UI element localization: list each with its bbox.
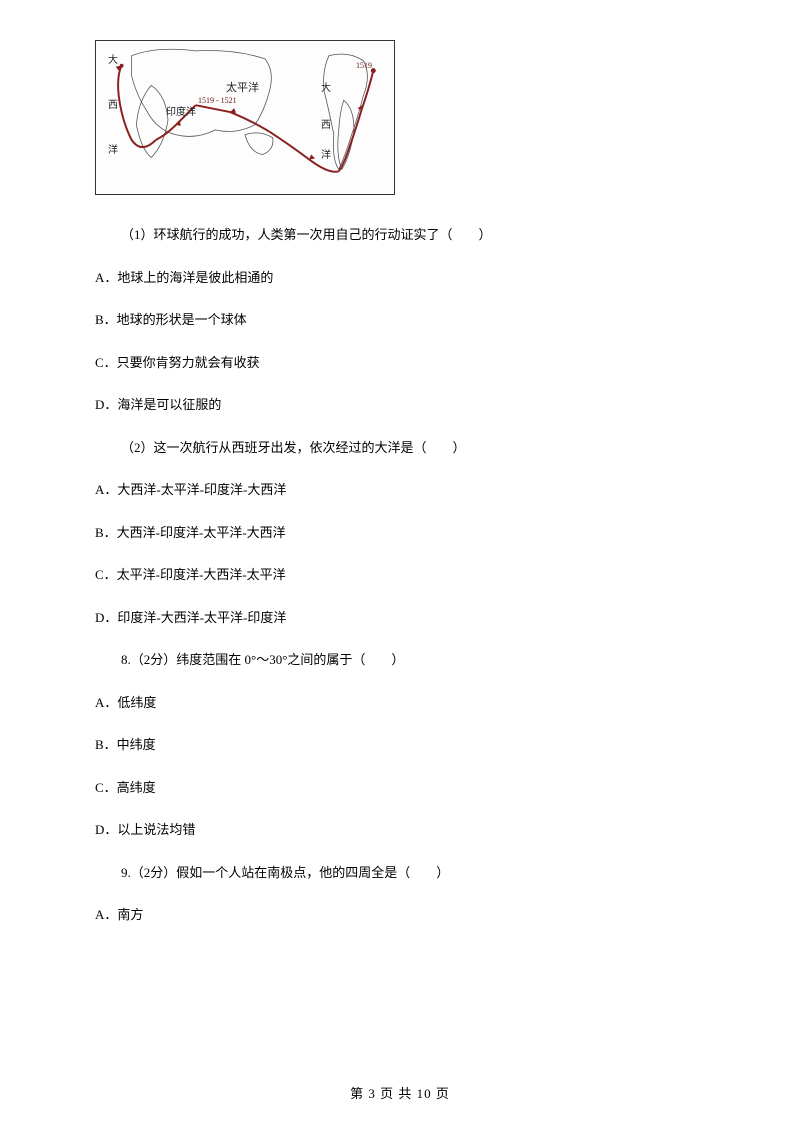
q1-opt-d: D．海洋是可以征服的: [95, 395, 705, 415]
page-footer: 第 3 页 共 10 页: [0, 1083, 800, 1102]
atlantic-right-1: 大: [321, 79, 331, 94]
atlantic-left-3: 洋: [108, 141, 118, 156]
q2-opt-c: C．太平洋-印度洋-大西洋-太平洋: [95, 565, 705, 585]
world-map-svg: [96, 41, 394, 194]
atlantic-right-2: 西: [321, 116, 331, 131]
atlantic-right-3: 洋: [321, 146, 331, 161]
q2-opt-b: B．大西洋-印度洋-太平洋-大西洋: [95, 523, 705, 543]
q9-stem: 9.（2分）假如一个人站在南极点，他的四周全是（ ）: [95, 863, 705, 883]
voyage-map: 大 西 洋 太平洋 印度洋 大 西 洋 1519 - 1521 1519: [95, 40, 395, 195]
q1-stem: （1）环球航行的成功，人类第一次用自己的行动证实了（ ）: [95, 225, 705, 245]
q8-stem: 8.（2分）纬度范围在 0°～30°之间的属于（ ）: [95, 650, 705, 670]
q8-opt-a: A．低纬度: [95, 693, 705, 713]
q9-opt-a: A．南方: [95, 905, 705, 925]
q2-opt-a: A．大西洋-太平洋-印度洋-大西洋: [95, 480, 705, 500]
q8-opt-d: D．以上说法均错: [95, 820, 705, 840]
questions-content: （1）环球航行的成功，人类第一次用自己的行动证实了（ ） A．地球上的海洋是彼此…: [95, 225, 705, 925]
route-years: 1519 - 1521: [198, 96, 237, 105]
q2-opt-d: D．印度洋-大西洋-太平洋-印度洋: [95, 608, 705, 628]
q8-opt-b: B．中纬度: [95, 735, 705, 755]
atlantic-left-2: 西: [108, 96, 118, 111]
indian-label: 印度洋: [166, 103, 196, 118]
atlantic-left-1: 大: [108, 51, 118, 66]
start-year: 1519: [356, 61, 372, 70]
q8-opt-c: C．高纬度: [95, 778, 705, 798]
q1-opt-c: C．只要你肯努力就会有收获: [95, 353, 705, 373]
q1-opt-b: B．地球的形状是一个球体: [95, 310, 705, 330]
pacific-label: 太平洋: [226, 79, 259, 95]
q2-stem: （2）这一次航行从西班牙出发，依次经过的大洋是（ ）: [95, 438, 705, 458]
q1-opt-a: A．地球上的海洋是彼此相通的: [95, 268, 705, 288]
